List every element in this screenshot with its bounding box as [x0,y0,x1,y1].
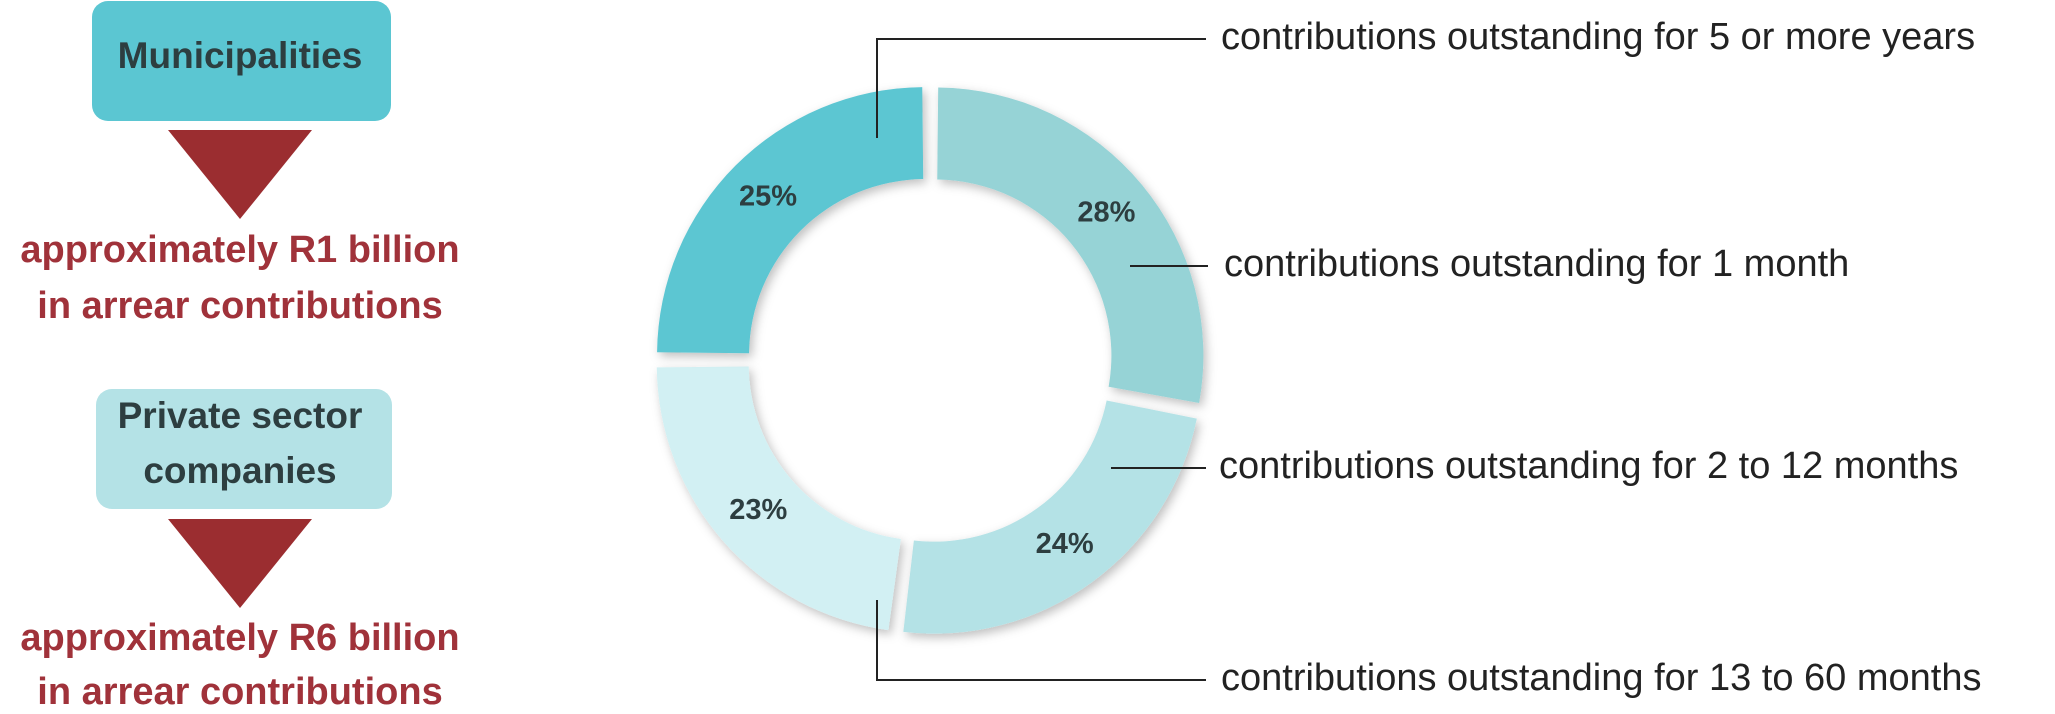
legend-label: contributions outstanding for 13 to 60 m… [1221,657,1981,699]
category-box [92,1,391,121]
value-label: 23% [729,494,787,526]
value-label: 28% [1077,197,1135,229]
result-text: approximately R1 billion [20,229,459,271]
leader-line [876,38,1206,138]
result-text: in arrear contributions [37,671,442,713]
donut-segment [937,87,1204,403]
value-label: 25% [739,181,797,213]
donut-segment [656,366,901,631]
donut-segment [903,400,1197,634]
arrow-down [168,130,312,219]
arrow-down [168,519,312,608]
value-label: 24% [1036,528,1094,560]
leader-line [876,600,1206,681]
legend-label: contributions outstanding for 1 month [1224,243,1849,285]
category-title: Municipalities [118,35,363,76]
result-text: approximately R6 billion [20,617,459,659]
donut-segment [657,87,924,354]
legend-label: contributions outstanding for 2 to 12 mo… [1219,445,1958,487]
left-panel: Municipalities approximately R1 billion in… [20,1,460,713]
category-title: Private sector [118,395,363,436]
result-text: in arrear contributions [37,285,442,327]
donut-chart: 28% contributions outstanding for 1 month… [656,16,1981,699]
category-title: companies [143,450,336,491]
category-box [96,389,392,509]
legend-label: contributions outstanding for 5 or more … [1221,16,1975,58]
